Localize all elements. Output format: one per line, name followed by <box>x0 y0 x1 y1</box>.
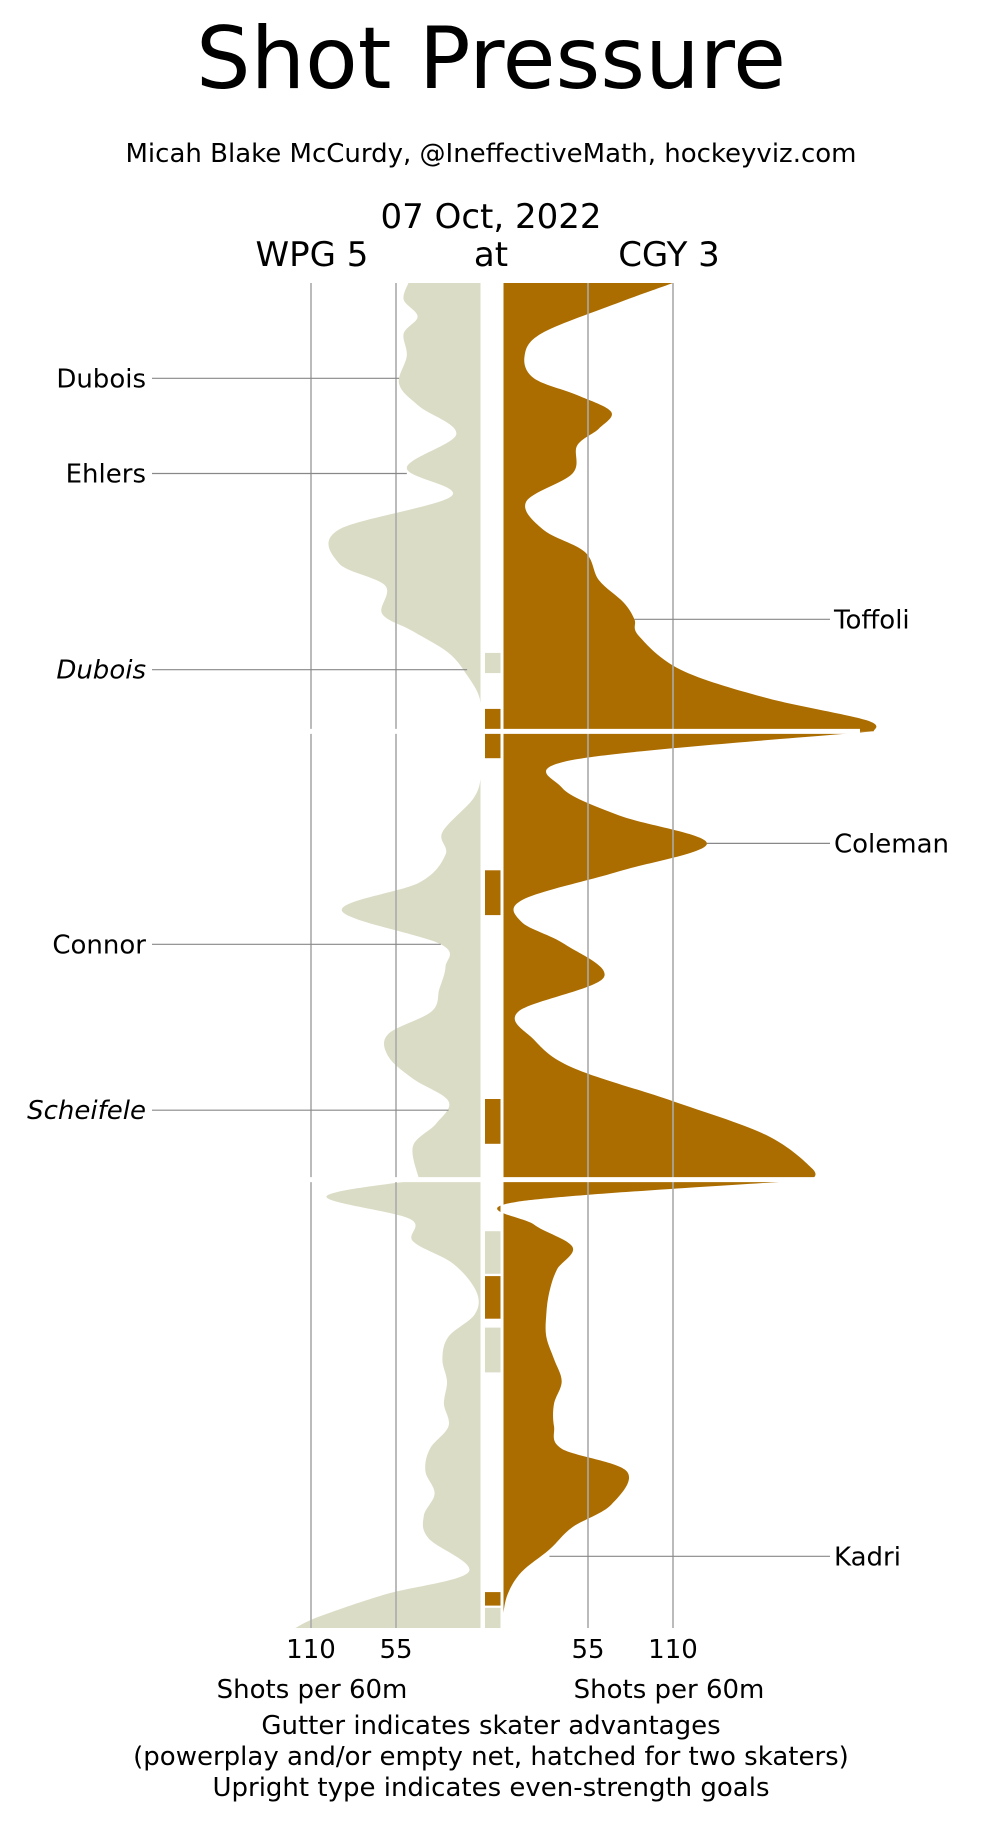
game-date: 07 Oct, 2022 <box>381 197 602 237</box>
advantage-bar-cgy <box>485 1276 501 1319</box>
x-tick-label-55-right: 55 <box>571 1635 604 1665</box>
goal-label-ehlers: Ehlers <box>66 460 146 490</box>
home-team-label: CGY 3 <box>618 235 720 275</box>
goal-label-coleman: Coleman <box>834 829 949 859</box>
footnote-3: Upright type indicates even-strength goa… <box>212 1773 769 1803</box>
x-tick-label-110-right: 110 <box>648 1635 698 1665</box>
away-team-label: WPG 5 <box>256 235 369 275</box>
x-axis-ticks: 110 110 55 55 <box>286 1635 698 1665</box>
at-label: at <box>474 235 508 275</box>
advantage-gutter <box>485 652 501 1628</box>
advantage-bar-cgy <box>485 1099 501 1144</box>
chart-title: Shot Pressure <box>196 9 786 109</box>
goal-annotations: Dubois Ehlers Dubois Connor Scheifele Toffoli… <box>27 364 949 1572</box>
advantage-bar-cgy <box>485 1592 501 1606</box>
advantage-bar-wpg <box>485 1327 501 1373</box>
x-tick-label-110-left: 110 <box>286 1635 336 1665</box>
x-tick-label-55-left: 55 <box>379 1635 412 1665</box>
goal-label-dubois: Dubois <box>56 656 146 686</box>
goal-label-kadri: Kadri <box>834 1542 901 1572</box>
advantage-bar-wpg <box>485 1231 501 1274</box>
advantage-bar-wpg <box>485 1607 501 1628</box>
x-axis-label-left: Shots per 60m <box>217 1675 408 1705</box>
chart-subtitle: Micah Blake McCurdy, @IneffectiveMath, h… <box>126 139 857 169</box>
goal-label-toffoli: Toffoli <box>833 605 910 635</box>
goal-label-dubois: Dubois <box>56 364 146 394</box>
period-separators <box>150 728 860 1183</box>
cgy-area-period-2 <box>503 731 874 1180</box>
cgy-area-period-1 <box>503 283 877 732</box>
advantage-bar-wpg <box>485 652 501 674</box>
wpg-area-period-2 <box>341 731 482 1180</box>
footnote-2: (powerplay and/or empty net, hatched for… <box>133 1742 849 1772</box>
x-axis-label-right: Shots per 60m <box>574 1675 765 1705</box>
goal-label-connor: Connor <box>52 930 146 960</box>
goal-label-scheifele: Scheifele <box>27 1096 146 1126</box>
density-areas <box>295 283 877 1628</box>
wpg-area-period-3 <box>295 1179 481 1628</box>
footnote-1: Gutter indicates skater advantages <box>261 1711 720 1741</box>
grid-lines <box>310 283 674 1628</box>
wpg-area-period-1 <box>328 283 482 732</box>
cgy-area-period-3 <box>497 1179 813 1628</box>
advantage-bar-cgy <box>485 870 501 916</box>
